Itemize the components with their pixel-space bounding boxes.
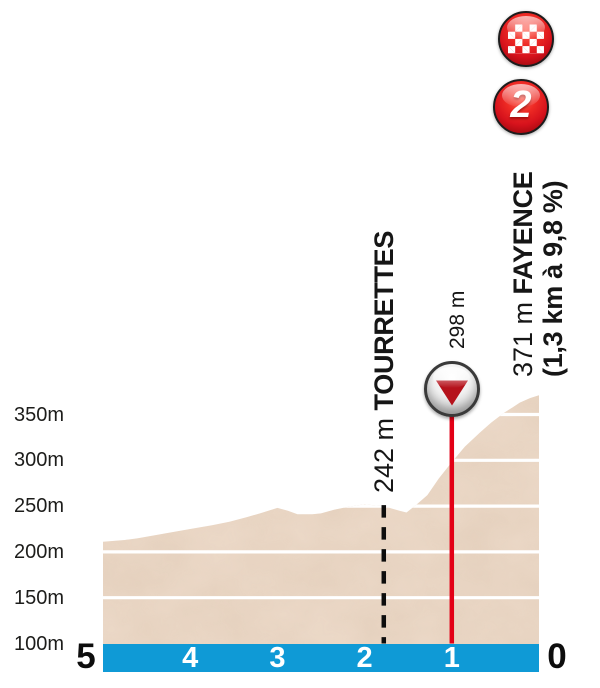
tourrettes-altitude: 242 m — [369, 417, 399, 493]
waypoint-label-tourrettes: 242 m TOURRETTES — [369, 231, 400, 493]
y-tick-200m: 200m — [13, 540, 64, 563]
fayence-line1: 371 m FAYENCE — [508, 171, 538, 377]
y-tick-250m: 250m — [13, 495, 64, 518]
y-tick-350m: 350m — [13, 403, 64, 426]
badge-gloss — [501, 83, 541, 107]
fayence-name: FAYENCE — [508, 171, 538, 295]
fayence-altitude: 371 m — [508, 301, 538, 377]
x-tick-0km: 0 — [547, 637, 567, 676]
badge-gloss — [506, 15, 546, 39]
intermediate-altitude-label: 298 m — [446, 290, 469, 349]
y-tick-100m: 100m — [13, 632, 64, 655]
elevation-point-marker — [423, 361, 480, 417]
x-tick-1km: 1 — [443, 642, 460, 674]
finish-flag-badge — [498, 11, 554, 67]
x-tick-2km: 2 — [356, 642, 373, 674]
tourrettes-name: TOURRETTES — [369, 230, 399, 411]
distance-axis-bar — [103, 644, 539, 672]
category-2-climb-badge: 2 — [493, 79, 549, 135]
x-tick-5km: 5 — [76, 637, 96, 676]
x-tick-4km: 4 — [182, 642, 199, 674]
fayence-climb-detail: (1,3 km à 9,8 %) — [538, 180, 568, 377]
y-tick-300m: 300m — [13, 449, 64, 472]
x-tick-3km: 3 — [269, 642, 286, 674]
y-tick-150m: 150m — [13, 586, 64, 609]
finish-label-fayence: 371 m FAYENCE (1,3 km à 9,8 %) — [508, 171, 568, 377]
marker-gloss — [433, 366, 471, 388]
